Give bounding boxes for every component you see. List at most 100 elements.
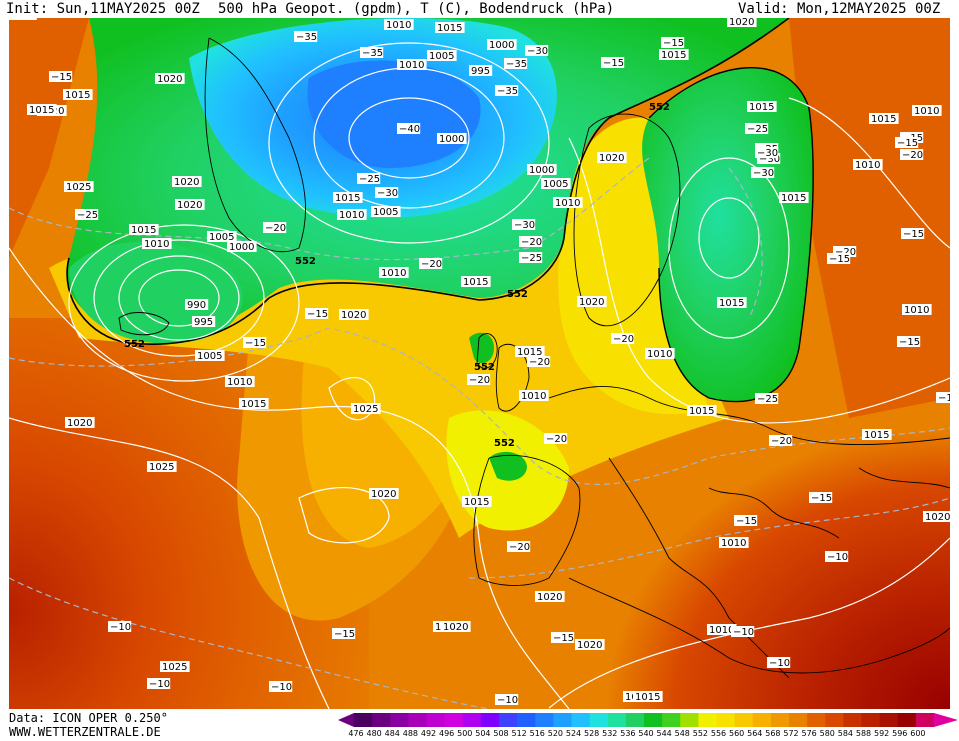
- legend-tick-label: 592: [873, 729, 890, 738]
- pressure-label-text: 1010: [709, 625, 734, 636]
- pressure-label-box: [707, 624, 737, 635]
- temperature-label-box: [936, 392, 950, 403]
- pressure-label: 1000: [527, 164, 557, 176]
- temperature-label-box: [661, 37, 685, 48]
- legend-tick-label: 572: [783, 729, 799, 738]
- temperature-label-box: [495, 694, 519, 705]
- pressure-label-box: [645, 348, 675, 359]
- pressure-label: 1015: [717, 297, 747, 309]
- legend-swatch: [408, 713, 427, 727]
- geopotential-label: 552: [649, 102, 670, 113]
- temperature-label-box: [467, 374, 491, 385]
- temperature-label-text: −20: [835, 247, 856, 258]
- temperature-label-text: −10: [149, 679, 170, 690]
- northeast-warm-field: [789, 18, 950, 418]
- temperature-label: −10: [495, 694, 519, 706]
- pressure-label: 1015: [27, 104, 57, 116]
- pressure-label-text: 1000: [529, 165, 554, 176]
- pressure-label: 1010: [379, 267, 409, 279]
- pressure-label-box: [160, 661, 190, 672]
- legend-swatch: [644, 713, 663, 727]
- pressure-label: 1010: [902, 304, 932, 316]
- pressure-label-box: [577, 296, 607, 307]
- uk-cut-off-low: [469, 332, 494, 364]
- geopotential-label: 552: [507, 289, 528, 300]
- temperature-label-text: −25: [747, 124, 768, 135]
- legend-swatch: [589, 713, 609, 727]
- pressure-label-box: [195, 350, 225, 361]
- temperature-label: −20: [833, 246, 857, 258]
- pressure-label-text: 1015: [864, 430, 889, 441]
- legend-swatch: [843, 713, 862, 727]
- legend-arrow-right: [934, 713, 958, 727]
- temperature-label-text: −15: [811, 493, 832, 504]
- legend-swatch: [571, 713, 591, 727]
- temperature-label-box: [751, 167, 775, 178]
- temperature-label: −15: [897, 336, 921, 348]
- pressure-label-text: 1010: [521, 391, 546, 402]
- pressure-label-box: [717, 297, 747, 308]
- temperature-label-text: −35: [497, 86, 518, 97]
- temperature-label: −20: [900, 149, 924, 161]
- temperature-label: −25: [75, 209, 99, 221]
- pressure-label-text: 1025: [149, 462, 174, 473]
- geopotential-label-text: 552: [124, 339, 145, 350]
- pressure-label-text: 1010: [399, 60, 424, 71]
- pressure-label-text: 1015: [781, 193, 806, 204]
- pressure-label: 1020: [441, 621, 471, 633]
- pressure-label: 1005: [427, 50, 457, 62]
- pressure-label: 1020: [175, 199, 205, 211]
- temperature-label-box: [305, 308, 329, 319]
- temperature-label-text: −20: [509, 542, 530, 553]
- pressure-label: 1000: [437, 133, 467, 145]
- pressure-label-box: [461, 276, 491, 287]
- pressure-label: 1010: [225, 376, 255, 388]
- temperature-label: −20: [507, 541, 531, 553]
- legend-tick-label: 492: [420, 729, 437, 738]
- biscay-cut-off-low: [489, 451, 527, 481]
- legend-tick-label: 544: [656, 729, 672, 738]
- temperature-label-text: −15: [663, 38, 684, 49]
- pressure-label: 1025: [160, 661, 190, 673]
- geopotential-label: 552: [295, 256, 316, 267]
- temperature-label: −30: [757, 153, 781, 165]
- pressure-label-text: 1020: [67, 418, 92, 429]
- temperature-label-box: [360, 47, 384, 58]
- pressure-label: 1015: [747, 101, 777, 113]
- temperature-label-box: [827, 253, 851, 264]
- temperature-label: −35: [504, 58, 528, 70]
- pressure-label: 1020: [369, 488, 399, 500]
- pressure-label-box: [779, 192, 809, 203]
- temperature-label-text: −15: [334, 629, 355, 640]
- temperature-label-text: −20: [613, 334, 634, 345]
- pressure-label-text: 1020: [577, 640, 602, 651]
- legend-arrow-left: [338, 713, 354, 727]
- legend-tick-label: 508: [493, 729, 509, 738]
- pressure-label-box: [65, 417, 95, 428]
- init-time: Init: Sun,11MAY2025 00Z: [6, 1, 200, 17]
- temperature-label: −15: [243, 337, 267, 349]
- pressure-label-box: [337, 209, 367, 220]
- pressure-label: 995: [192, 316, 216, 328]
- pressure-label-text: 1010: [339, 210, 364, 221]
- temperature-label: −25: [357, 173, 381, 185]
- pressure-label: 1010: [719, 537, 749, 549]
- pressure-label-text: 1010: [9, 18, 34, 21]
- pressure-label-box: [869, 113, 899, 124]
- legend-swatch: [390, 713, 409, 727]
- pressure-label-text: 1020: [174, 177, 199, 188]
- legend-tick-label: 480: [366, 729, 382, 738]
- temperature-label: −40: [397, 123, 421, 135]
- pressure-label-box: [192, 316, 216, 327]
- pressure-label-text: 1010: [647, 349, 672, 360]
- temperature-label-box: [731, 626, 755, 637]
- pressure-label-text: 1010: [721, 538, 746, 549]
- temperature-label-box: [332, 628, 356, 639]
- temperature-label-box: [495, 85, 519, 96]
- data-source: Data: ICON OPER 0.250°: [9, 711, 168, 725]
- coastlines: [118, 37, 950, 679]
- temperature-label-box: [601, 57, 625, 68]
- temperature-label: −20: [419, 258, 443, 270]
- pressure-label: 1020: [923, 511, 950, 523]
- pressure-label-text: 1015: [29, 105, 54, 116]
